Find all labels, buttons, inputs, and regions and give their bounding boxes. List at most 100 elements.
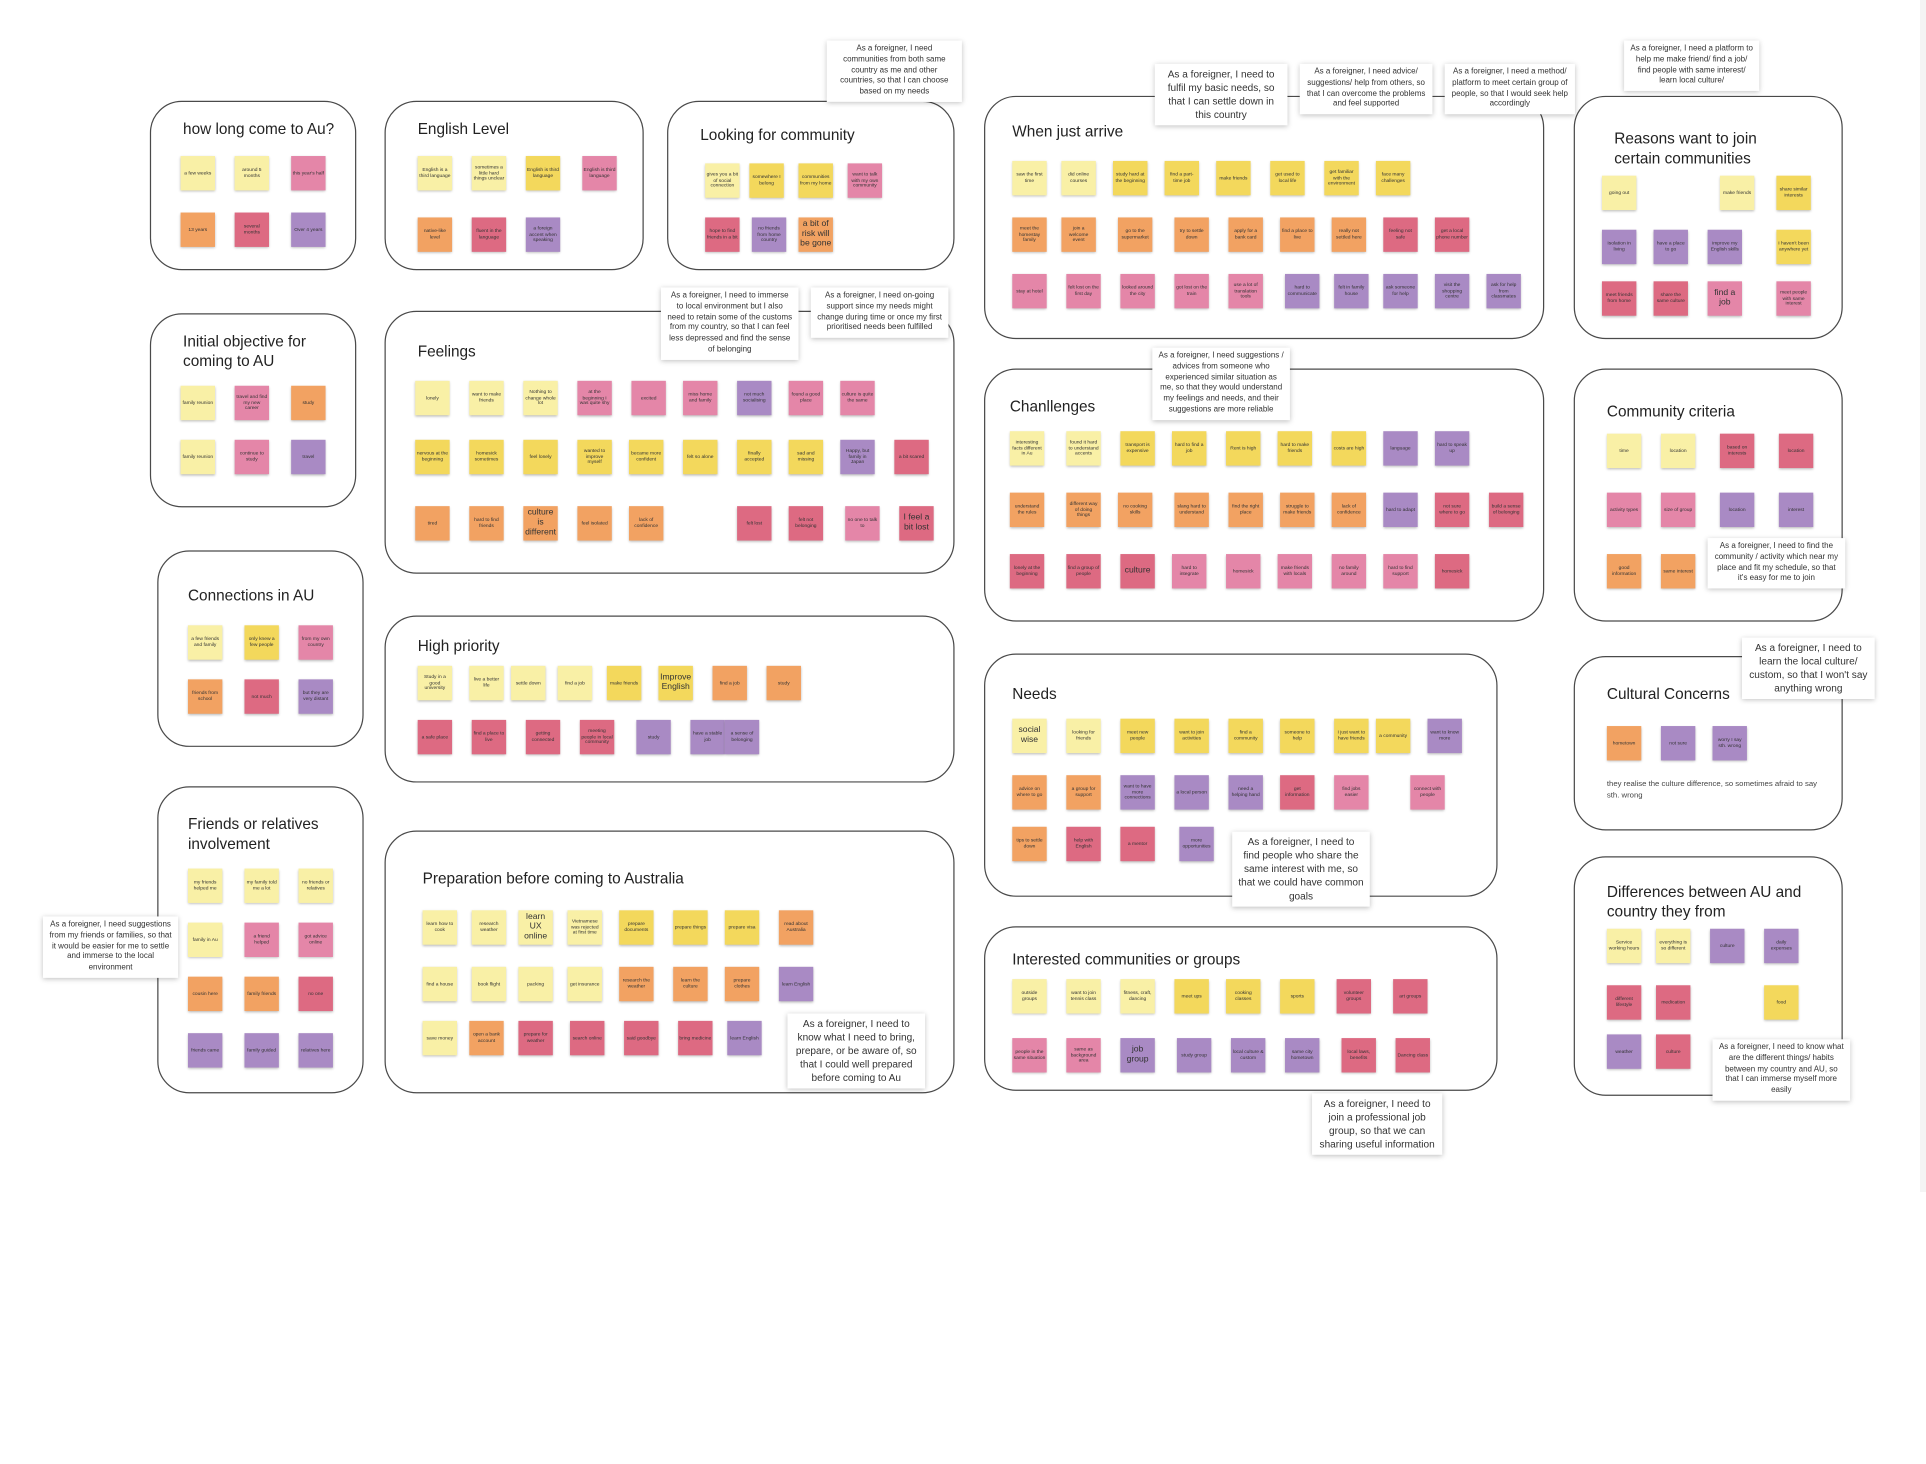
sticky-note[interactable]: not much xyxy=(244,679,279,714)
sticky-note[interactable]: have a place to go xyxy=(1653,229,1688,265)
sticky-note[interactable]: got lost on the train xyxy=(1174,273,1209,309)
sticky-note[interactable]: 13 years xyxy=(180,212,215,247)
sticky-note[interactable]: want to talk with my own community xyxy=(847,163,883,198)
cluster-interested-communities[interactable]: Interested communities or groups outside… xyxy=(984,926,1498,1091)
sticky-note[interactable]: location xyxy=(1660,433,1696,469)
sticky-note[interactable]: prepare for weather xyxy=(518,1020,553,1056)
sticky-note[interactable]: not much socialising xyxy=(737,380,772,416)
sticky-note[interactable]: have a stable job xyxy=(690,719,725,755)
user-story-note[interactable]: As a foreigner, I need to learn the loca… xyxy=(1742,637,1875,700)
sticky-note[interactable]: understand the rules xyxy=(1009,492,1045,528)
sticky-note[interactable]: English is third language xyxy=(582,156,617,191)
sticky-note[interactable]: hard to adapt xyxy=(1383,492,1418,528)
sticky-note[interactable]: make friends xyxy=(1216,160,1251,196)
sticky-note[interactable]: make friends xyxy=(1719,175,1755,211)
sticky-note[interactable]: share similar interests xyxy=(1776,175,1811,211)
sticky-note[interactable]: same city hometown xyxy=(1285,1038,1320,1073)
sticky-note[interactable]: join a welcome event xyxy=(1061,217,1096,252)
sticky-note[interactable]: no one xyxy=(298,976,333,1012)
sticky-note[interactable]: got advice online xyxy=(298,922,333,958)
sticky-note[interactable]: friends from school xyxy=(187,679,223,714)
sticky-note[interactable]: research the weather xyxy=(619,966,654,1002)
sticky-note[interactable]: study xyxy=(636,719,671,755)
sticky-note[interactable]: search online xyxy=(570,1020,605,1056)
sticky-note[interactable]: no cooking skills xyxy=(1117,492,1153,528)
sticky-note[interactable]: culture xyxy=(1710,928,1745,964)
sticky-note[interactable]: want to join activities xyxy=(1174,718,1209,754)
sticky-note[interactable]: culture xyxy=(1656,1034,1691,1069)
sticky-note[interactable]: saw the first time xyxy=(1012,160,1047,196)
sticky-note[interactable]: looking for friends xyxy=(1066,718,1101,754)
sticky-note[interactable]: find a group of people xyxy=(1066,554,1101,589)
sticky-note[interactable]: want to have more connections xyxy=(1120,775,1155,810)
sticky-note[interactable]: culture xyxy=(1120,554,1155,589)
sticky-note[interactable]: native-like level xyxy=(417,217,453,252)
sticky-note[interactable]: hard to communicate xyxy=(1285,273,1320,309)
sticky-note[interactable]: not sure xyxy=(1660,726,1696,761)
sticky-note[interactable]: homesick xyxy=(1434,554,1470,589)
sticky-note[interactable]: job group xyxy=(1120,1038,1155,1073)
sticky-note[interactable]: family in Au xyxy=(187,922,223,958)
sticky-note[interactable]: hope to find friends in a bit xyxy=(705,217,740,252)
sticky-note[interactable]: struggle to make friends xyxy=(1280,492,1315,528)
sticky-note[interactable]: Isolation in living xyxy=(1601,229,1637,265)
sticky-note[interactable]: found a good place xyxy=(788,380,824,416)
sticky-note[interactable]: a few friends and family xyxy=(187,625,223,660)
cluster-how-long[interactable]: how long come to Au? a few weeks around … xyxy=(149,100,357,271)
sticky-note[interactable]: research weather xyxy=(471,910,507,945)
sticky-note[interactable]: interesting facts different in Au xyxy=(1009,431,1045,466)
sticky-note[interactable]: culture is different xyxy=(523,506,558,541)
sticky-note[interactable]: a mentor xyxy=(1120,826,1155,862)
sticky-note[interactable]: really not settled here xyxy=(1331,217,1367,252)
sticky-note[interactable]: Vietnamese was rejected at first time xyxy=(567,910,602,945)
sticky-note[interactable]: ask for help from classmates xyxy=(1486,273,1521,309)
sticky-note[interactable]: read about Australia xyxy=(778,910,814,945)
sticky-note[interactable]: sometimes a little hard things unclear xyxy=(471,156,507,191)
sticky-note[interactable]: learn the culture xyxy=(673,966,708,1002)
sticky-note[interactable]: several months xyxy=(234,212,270,247)
cluster-looking-for-community[interactable]: Looking for community gives you a bit of… xyxy=(667,100,955,271)
sticky-note[interactable]: felt lost on the first day xyxy=(1066,273,1101,309)
user-story-note[interactable]: As a foreigner, I need a method/ platfor… xyxy=(1444,63,1575,115)
sticky-note[interactable]: activity types xyxy=(1606,492,1642,528)
sticky-note[interactable]: get information xyxy=(1280,775,1315,810)
sticky-note[interactable]: communities from my home xyxy=(798,163,833,198)
sticky-note[interactable]: same as background area xyxy=(1066,1038,1101,1073)
sticky-note[interactable]: apply for a bank card xyxy=(1228,217,1263,252)
user-story-note[interactable]: As a foreigner, I need to know what are … xyxy=(1712,1039,1851,1101)
sticky-note[interactable]: local laws, benefits xyxy=(1341,1038,1376,1073)
sticky-note[interactable]: different way of doing things xyxy=(1066,492,1101,528)
sticky-note[interactable]: visit the shopping centre xyxy=(1434,273,1470,309)
sticky-note[interactable]: get a local phone number xyxy=(1434,217,1470,252)
sticky-note[interactable]: someone to help xyxy=(1280,718,1315,754)
sticky-note[interactable]: looked around the city xyxy=(1120,273,1155,309)
sticky-note[interactable]: book flight xyxy=(471,966,507,1002)
user-story-note[interactable]: As a foreigner, I need to find people wh… xyxy=(1232,831,1370,908)
sticky-note[interactable]: find a part-time job xyxy=(1164,160,1200,196)
sticky-note[interactable]: lack of confidence xyxy=(1331,492,1367,528)
sticky-note[interactable]: prepare visa xyxy=(724,910,760,945)
sticky-note[interactable]: improve my English skills xyxy=(1707,229,1743,265)
sticky-note[interactable]: family guided xyxy=(244,1033,279,1068)
sticky-note[interactable]: learn English xyxy=(778,966,814,1002)
sticky-note[interactable]: fluent in the language xyxy=(471,217,507,252)
sticky-note[interactable]: Over 4 years xyxy=(291,212,326,247)
sticky-note[interactable]: a group for support xyxy=(1066,775,1101,810)
sticky-note[interactable]: I feel a bit lost xyxy=(899,506,934,541)
sticky-note[interactable]: from my own country xyxy=(298,625,333,660)
sticky-note[interactable]: open a bank account xyxy=(469,1020,504,1056)
sticky-note[interactable]: miss home and family xyxy=(683,380,718,416)
sticky-note[interactable]: homesick xyxy=(1226,554,1261,589)
sticky-note[interactable]: Service working hours xyxy=(1606,928,1642,964)
sticky-note[interactable]: hard to make friends xyxy=(1277,431,1313,466)
sticky-note[interactable]: getting connected xyxy=(525,719,561,755)
sticky-note[interactable]: lonely at the beginning xyxy=(1009,554,1045,589)
sticky-note[interactable]: learn UX online xyxy=(518,910,553,945)
sticky-note[interactable]: different lifestyle xyxy=(1606,985,1642,1020)
sticky-note[interactable]: homesick sometimes xyxy=(469,439,504,475)
sticky-note[interactable]: make friends xyxy=(606,665,642,701)
sticky-note[interactable]: felt so alone xyxy=(683,439,718,475)
user-story-note[interactable]: As a foreigner, I need to join a profess… xyxy=(1312,1093,1443,1156)
sticky-note[interactable]: same interest xyxy=(1660,554,1696,589)
sticky-note[interactable]: a sense of belonging xyxy=(724,719,760,755)
